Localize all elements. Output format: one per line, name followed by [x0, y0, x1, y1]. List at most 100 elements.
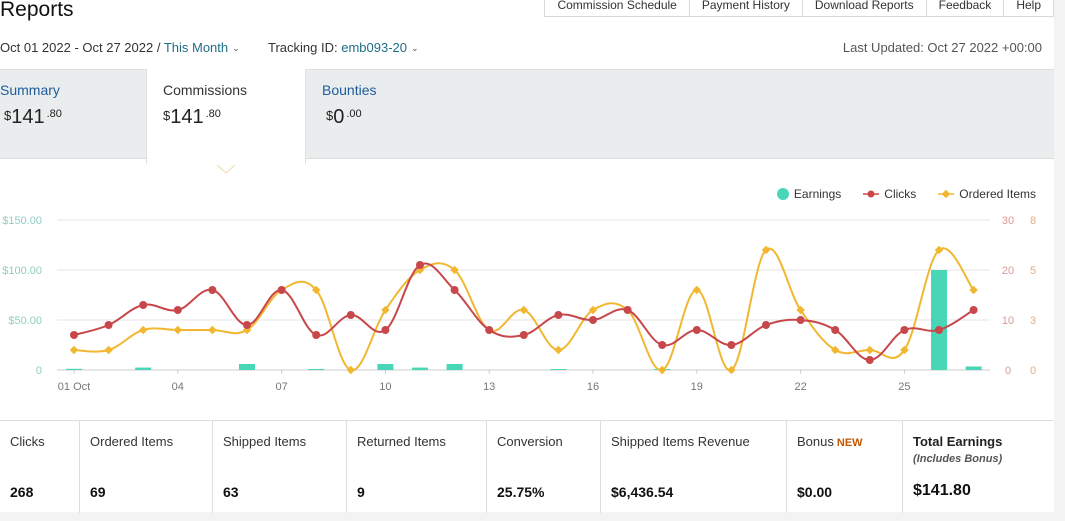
clicks-point [208, 286, 217, 294]
ordered-items-legend-icon [938, 189, 955, 199]
y-axis-ordered-tick-label: 3 [1030, 315, 1036, 327]
stat-total-earnings-label: Total Earnings [913, 434, 1003, 449]
clicks-point [139, 301, 148, 309]
clicks-point [727, 341, 736, 349]
tab-summary-label: Summary [0, 82, 60, 98]
clicks-point [346, 311, 355, 319]
date-range-selector[interactable]: Oct 01 2022 - Oct 27 2022 / This Month ⌄ [0, 40, 240, 55]
stat-shipped-items-label: Shipped Items [223, 434, 307, 449]
earnings-chart: $150.00 30 8$100.00 20 5$50.00 10 30 0 001 Oct 04… [2, 215, 1036, 393]
stat-conversion-label: Conversion [497, 434, 563, 449]
ordered-items-point [450, 265, 459, 275]
last-updated-text: Last Updated: Oct 27 2022 +00:00 [842, 40, 1042, 55]
ordered-items-point [657, 365, 667, 375]
tab-summary[interactable]: Summary $141.80 [0, 70, 146, 160]
ordered-items-point [969, 285, 978, 295]
stat-conversion-value: 25.75% [497, 484, 545, 500]
clicks-point [796, 316, 805, 324]
clicks-point [485, 326, 494, 334]
ordered-items-point [519, 305, 529, 315]
earnings-bar [931, 270, 947, 370]
tracking-id-selector[interactable]: Tracking ID: emb093-20 ⌄ [268, 40, 419, 55]
earnings-bar [446, 364, 463, 370]
tracking-id-value[interactable]: emb093-20 [341, 40, 407, 55]
legend-ordered-items-label: Ordered Items [959, 187, 1036, 201]
legend-clicks-label: Clicks [884, 187, 917, 201]
clicks-point [589, 316, 597, 324]
legend-ordered-items[interactable]: Ordered Items [938, 187, 1036, 201]
chevron-down-icon[interactable]: ⌄ [411, 43, 419, 53]
report-tabs: Summary $141.80 Commissions $141.80 Boun… [0, 69, 1054, 164]
ordered-items-point [865, 345, 875, 355]
feedback-link[interactable]: Feedback [926, 0, 1005, 17]
earnings-bar [66, 368, 82, 370]
tab-summary-value: $141.80 [4, 106, 62, 128]
stat-bonus-value: $0.00 [797, 484, 833, 500]
clicks-legend-icon [863, 190, 880, 198]
x-axis-tick-label: 01 Oct [58, 381, 90, 393]
y-axis-ordered-tick-label: 8 [1030, 215, 1036, 227]
stat-conversion: Conversion 25.75% [487, 421, 601, 513]
stat-returned-items-label: Returned Items [357, 434, 446, 449]
x-axis-tick-label: 22 [794, 381, 806, 393]
x-axis-tick-label: 19 [691, 381, 703, 393]
earnings-bar [308, 369, 325, 370]
earnings-bar [377, 364, 394, 370]
stat-total-earnings-sublabel: (Includes Bonus) [913, 453, 1003, 465]
legend-earnings[interactable]: Earnings [776, 187, 842, 201]
clicks-point [762, 321, 770, 329]
x-axis-tick-label: 04 [172, 381, 184, 393]
period-link[interactable]: This Month [163, 40, 229, 55]
stat-clicks: Clicks 268 [0, 421, 80, 513]
stat-ordered-items: Ordered Items 69 [80, 421, 213, 513]
clicks-point [381, 326, 390, 334]
legend-clicks[interactable]: Clicks [863, 187, 916, 201]
earnings-bar [412, 367, 428, 370]
chevron-down-icon[interactable]: ⌄ [232, 43, 240, 53]
ordered-items-point [727, 365, 736, 375]
ordered-items-point [311, 285, 321, 295]
tab-commissions-value: $141.80 [163, 106, 221, 128]
tab-commissions-label: Commissions [163, 82, 248, 98]
date-range-text: Oct 01 2022 - Oct 27 2022 / [0, 40, 161, 55]
top-links: Commission Schedule Payment History Down… [544, 0, 1054, 17]
y-axis-earnings-tick-label: $50.00 [8, 315, 42, 327]
tab-bounties[interactable]: Bounties $0.00 [306, 70, 466, 160]
ordered-items-point [588, 305, 598, 315]
ordered-items-point [796, 305, 805, 315]
ordered-items-point [830, 345, 840, 355]
clicks-point [277, 286, 286, 294]
legend-earnings-label: Earnings [793, 187, 842, 201]
stat-bonus: Bonus NEW $0.00 [787, 421, 903, 513]
clicks-point [104, 321, 113, 329]
clicks-point [519, 331, 528, 339]
clicks-point [969, 306, 978, 314]
tab-bounties-value: $0.00 [326, 106, 362, 128]
stat-clicks-value: 268 [10, 484, 34, 500]
stat-shipped-items-value: 63 [223, 484, 239, 500]
payment-history-link[interactable]: Payment History [689, 0, 803, 17]
tracking-label: Tracking ID: [268, 40, 338, 55]
stat-returned-items-value: 9 [357, 484, 365, 500]
clicks-point [935, 326, 943, 334]
ordered-items-point [346, 365, 356, 375]
download-reports-link[interactable]: Download Reports [802, 0, 927, 17]
x-axis-tick-label: 25 [898, 381, 910, 393]
ordered-items-point [900, 345, 909, 355]
help-link[interactable]: Help [1004, 0, 1054, 17]
tab-commissions[interactable]: Commissions $141.80 [146, 69, 306, 164]
chart-legend: Earnings Clicks Ordered Items [776, 187, 1036, 201]
x-axis-tick-label: 10 [379, 381, 391, 393]
ordered-items-point [104, 345, 113, 355]
clicks-point [692, 326, 701, 334]
stat-ordered-items-value: 69 [90, 484, 106, 500]
tab-bounties-label: Bounties [322, 82, 377, 98]
x-axis-tick-label: 13 [483, 381, 495, 393]
stat-shipped-items-revenue: Shipped Items Revenue $6,436.54 [601, 421, 787, 513]
y-axis-earnings-tick-label: $100.00 [2, 265, 42, 277]
stat-shipped-items: Shipped Items 63 [213, 421, 347, 513]
ordered-items-point [554, 345, 563, 355]
clicks-point [173, 306, 182, 314]
commission-schedule-link[interactable]: Commission Schedule [544, 0, 690, 17]
ordered-items-point [208, 325, 217, 335]
